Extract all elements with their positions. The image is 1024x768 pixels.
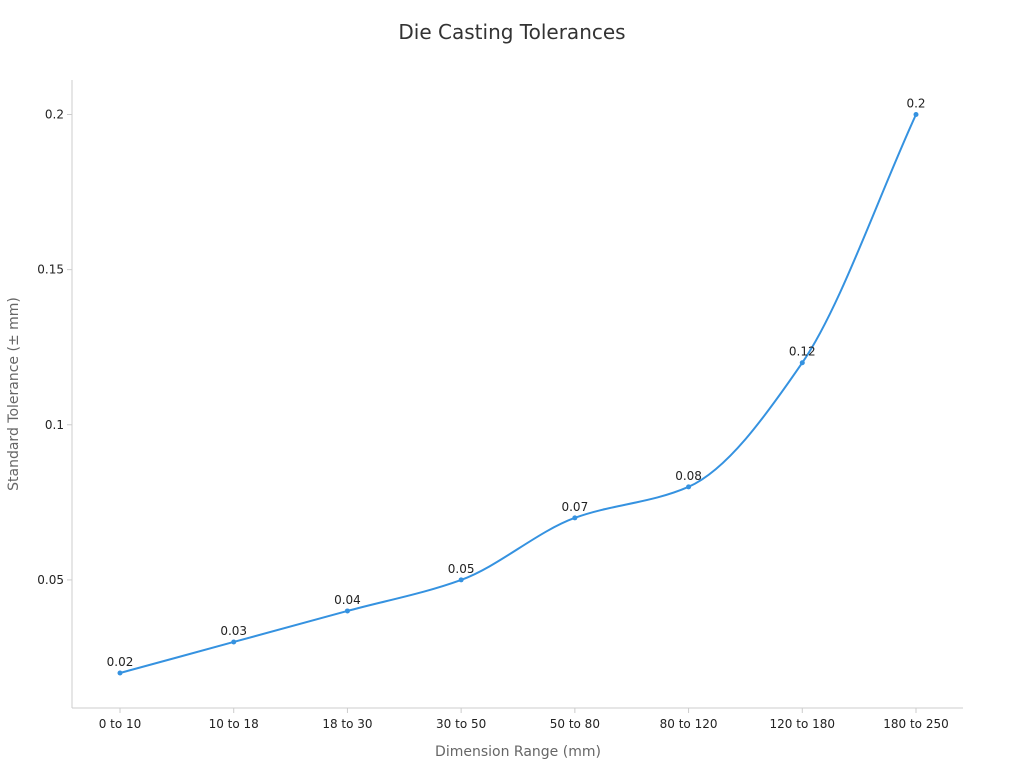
x-tick-label: 120 to 180 bbox=[770, 717, 835, 731]
data-label: 0.04 bbox=[334, 593, 361, 607]
data-label: 0.07 bbox=[561, 500, 588, 514]
x-tick-label: 50 to 80 bbox=[550, 717, 600, 731]
data-point bbox=[572, 515, 578, 521]
x-tick-label: 0 to 10 bbox=[99, 717, 142, 731]
data-label: 0.05 bbox=[448, 562, 475, 576]
y-ticks: 0.05 0.1 0.15 0.2 bbox=[37, 108, 72, 587]
data-points bbox=[117, 112, 919, 676]
x-ticks: 0 to 10 10 to 18 18 to 30 30 to 50 50 to 80 8… bbox=[99, 708, 949, 731]
y-tick-label: 0.15 bbox=[37, 263, 64, 277]
y-axis-title: Standard Tolerance (± mm) bbox=[6, 297, 22, 491]
x-tick-label: 80 to 120 bbox=[660, 717, 718, 731]
x-tick-label: 30 to 50 bbox=[436, 717, 486, 731]
y-tick-label: 0.1 bbox=[45, 418, 64, 432]
series-line bbox=[119, 114, 917, 674]
axes bbox=[71, 80, 963, 709]
y-tick-label: 0.2 bbox=[45, 108, 64, 122]
chart-title: Die Casting Tolerances bbox=[398, 20, 626, 44]
x-tick-label: 10 to 18 bbox=[209, 717, 259, 731]
data-point bbox=[231, 639, 237, 645]
x-tick-label: 180 to 250 bbox=[883, 717, 948, 731]
x-axis-title: Dimension Range (mm) bbox=[435, 744, 601, 760]
data-label: 0.2 bbox=[906, 97, 925, 111]
data-label: 0.02 bbox=[107, 655, 134, 669]
data-label: 0.08 bbox=[675, 469, 702, 483]
data-point bbox=[344, 608, 350, 614]
y-tick-label: 0.05 bbox=[37, 573, 64, 587]
data-label: 0.03 bbox=[220, 624, 247, 638]
data-point bbox=[117, 670, 123, 676]
data-point bbox=[458, 577, 464, 583]
data-point bbox=[686, 484, 692, 490]
data-point bbox=[913, 112, 919, 117]
x-tick-label: 18 to 30 bbox=[322, 717, 372, 731]
data-point bbox=[799, 360, 805, 366]
data-labels: 0.02 0.03 0.04 0.05 0.07 0.08 0.12 0.2 bbox=[107, 97, 926, 670]
data-label: 0.12 bbox=[789, 345, 816, 359]
